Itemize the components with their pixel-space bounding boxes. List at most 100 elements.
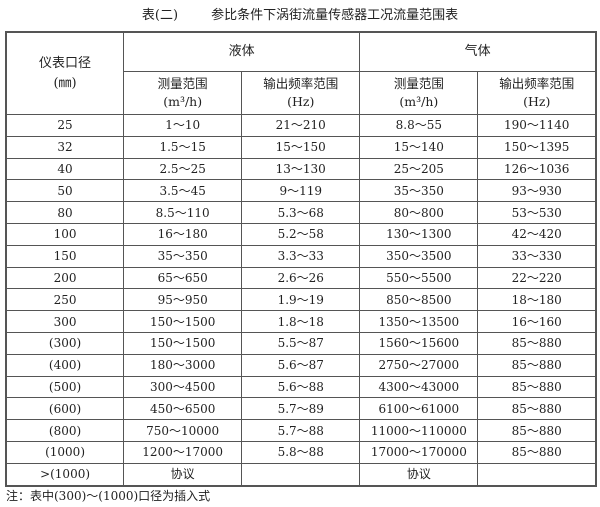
cell-liquid-flow-range: 95～950 — [123, 288, 243, 312]
cell-liquid-frequency-range: 5.3～68 — [241, 201, 361, 224]
header-diameter: 仪表口径 (㎜) — [5, 31, 125, 115]
cell-liquid-flow-range: 180～3000 — [123, 353, 243, 377]
cell-liquid-frequency-range: 5.5～87 — [241, 331, 361, 355]
flow-unit: (m³/h) — [163, 94, 203, 109]
cell-liquid-flow-range: 3.5～45 — [123, 179, 243, 203]
cell-gas-frequency-range: 18～180 — [477, 288, 597, 312]
cell-diameter: 80 — [5, 201, 125, 224]
table-row: 80 8.5～110 5.3～68 80～800 53～530 — [5, 201, 597, 224]
flow-range-label: 测量范围 — [393, 76, 444, 91]
cell-gas-flow-range: 11000～110000 — [359, 419, 479, 442]
header-gas: 气体 — [359, 31, 597, 72]
cell-gas-frequency-range: 85～880 — [477, 419, 597, 442]
table-row: >(1000) 协议 协议 — [5, 462, 597, 487]
cell-diameter: (600) — [5, 397, 125, 421]
cell-liquid-frequency-range: 5.2～58 — [241, 222, 361, 246]
cell-liquid-frequency-range: 5.6～88 — [241, 375, 361, 399]
cell-gas-flow-range: 35～350 — [359, 179, 479, 203]
cell-liquid-frequency-range: 3.3～33 — [241, 244, 361, 268]
header-liquid: 液体 — [123, 31, 361, 72]
table-row: 150 35～350 3.3～33 350～3500 33～330 — [5, 244, 597, 268]
cell-liquid-flow-range: 35～350 — [123, 244, 243, 268]
cell-liquid-flow-range: 8.5～110 — [123, 201, 243, 224]
cell-gas-frequency-range: 53～530 — [477, 201, 597, 224]
freq-range-label: 输出频率范围 — [263, 76, 339, 91]
cell-liquid-frequency-range: 2.6～26 — [241, 266, 361, 290]
cell-gas-frequency-range: 85～880 — [477, 331, 597, 355]
table-row: (800) 750～10000 5.7～88 11000～110000 85～880 — [5, 419, 597, 442]
cell-diameter: 40 — [5, 157, 125, 181]
cell-gas-frequency-range: 22～220 — [477, 266, 597, 290]
table-row: 32 1.5～15 15～150 15～140 150～1395 — [5, 135, 597, 159]
cell-gas-frequency-range: 33～330 — [477, 244, 597, 268]
cell-gas-flow-range: 4300～43000 — [359, 375, 479, 399]
cell-gas-flow-range: 1350～13500 — [359, 310, 479, 333]
cell-gas-flow-range: 15～140 — [359, 135, 479, 159]
cell-liquid-frequency-range: 5.7～88 — [241, 419, 361, 442]
cell-diameter: 32 — [5, 135, 125, 159]
cell-liquid-frequency-range: 1.9～19 — [241, 288, 361, 312]
cell-liquid-frequency-range: 9～119 — [241, 179, 361, 203]
cell-gas-frequency-range: 85～880 — [477, 375, 597, 399]
cell-gas-flow-range: 350～3500 — [359, 244, 479, 268]
cell-liquid-flow-range: 450～6500 — [123, 397, 243, 421]
cell-diameter: (300) — [5, 331, 125, 355]
cell-gas-frequency-range: 190～1140 — [477, 114, 597, 137]
cell-diameter: 100 — [5, 222, 125, 246]
cell-gas-flow-range: 130～1300 — [359, 222, 479, 246]
cell-liquid-frequency-range: 13～130 — [241, 157, 361, 181]
cell-diameter: (500) — [5, 375, 125, 399]
cell-liquid-flow-range: 300～4500 — [123, 375, 243, 399]
cell-gas-flow-range: 17000～170000 — [359, 440, 479, 464]
cell-liquid-flow-range: 2.5～25 — [123, 157, 243, 181]
cell-gas-flow-range: 80～800 — [359, 201, 479, 224]
cell-liquid-frequency-range — [241, 462, 361, 487]
header-diameter-unit: (㎜) — [53, 75, 77, 91]
table-row: (400) 180～3000 5.6～87 2750～27000 85～880 — [5, 353, 597, 377]
table-row: (1000) 1200～17000 5.8～88 17000～170000 85～880 — [5, 440, 597, 464]
cell-gas-flow-range: 850～8500 — [359, 288, 479, 312]
cell-gas-flow-range: 25～205 — [359, 157, 479, 181]
cell-gas-frequency-range: 85～880 — [477, 397, 597, 421]
header-gas-freq: 输出频率范围 (Hz) — [477, 71, 597, 115]
table-row: 250 95～950 1.9～19 850～8500 18～180 — [5, 288, 597, 312]
cell-diameter: 150 — [5, 244, 125, 268]
cell-diameter: >(1000) — [5, 462, 125, 487]
flow-range-label: 测量范围 — [157, 76, 208, 91]
header-diameter-label: 仪表口径 — [39, 55, 92, 71]
cell-liquid-frequency-range: 1.8～18 — [241, 310, 361, 333]
cell-liquid-flow-range: 65～650 — [123, 266, 243, 290]
cell-liquid-frequency-range: 5.7～89 — [241, 397, 361, 421]
table-row: (500) 300～4500 5.6～88 4300～43000 85～880 — [5, 375, 597, 399]
cell-liquid-flow-range: 150～1500 — [123, 310, 243, 333]
cell-diameter: 200 — [5, 266, 125, 290]
table-row: 300 150～1500 1.8～18 1350～13500 16～160 — [5, 310, 597, 333]
cell-gas-frequency-range: 85～880 — [477, 353, 597, 377]
header-liquid-flow: 测量范围 (m³/h) — [123, 71, 243, 115]
table-title: 表(二) 参比条件下涡街流量传感器工况流量范围表 — [141, 8, 459, 23]
freq-unit: (Hz) — [287, 94, 315, 109]
cell-liquid-frequency-range: 15～150 — [241, 135, 361, 159]
header-gas-flow: 测量范围 (m³/h) — [359, 71, 479, 115]
table-row: 200 65～650 2.6～26 550～5500 22～220 — [5, 266, 597, 290]
cell-diameter: (400) — [5, 353, 125, 377]
cell-gas-flow-range: 6100～61000 — [359, 397, 479, 421]
cell-gas-frequency-range: 93～930 — [477, 179, 597, 203]
table-row: (600) 450～6500 5.7～89 6100～61000 85～880 — [5, 397, 597, 421]
cell-gas-flow-range: 协议 — [359, 462, 479, 487]
freq-range-label: 输出频率范围 — [499, 76, 575, 91]
cell-liquid-flow-range: 750～10000 — [123, 419, 243, 442]
cell-gas-flow-range: 1560～15600 — [359, 331, 479, 355]
cell-liquid-frequency-range: 5.8～88 — [241, 440, 361, 464]
table-row: 25 1～10 21～210 8.8～55 190～1140 — [5, 114, 597, 137]
cell-gas-frequency-range: 42～420 — [477, 222, 597, 246]
cell-liquid-frequency-range: 5.6～87 — [241, 353, 361, 377]
header-liquid-freq: 输出频率范围 (Hz) — [241, 71, 361, 115]
table-note: 注：表中(300)～(1000)口径为插入式 — [6, 489, 211, 503]
cell-liquid-flow-range: 16～180 — [123, 222, 243, 246]
cell-diameter: 50 — [5, 179, 125, 203]
cell-liquid-flow-range: 1.5～15 — [123, 135, 243, 159]
cell-gas-frequency-range: 126～1036 — [477, 157, 597, 181]
cell-gas-frequency-range: 150～1395 — [477, 135, 597, 159]
cell-gas-flow-range: 2750～27000 — [359, 353, 479, 377]
